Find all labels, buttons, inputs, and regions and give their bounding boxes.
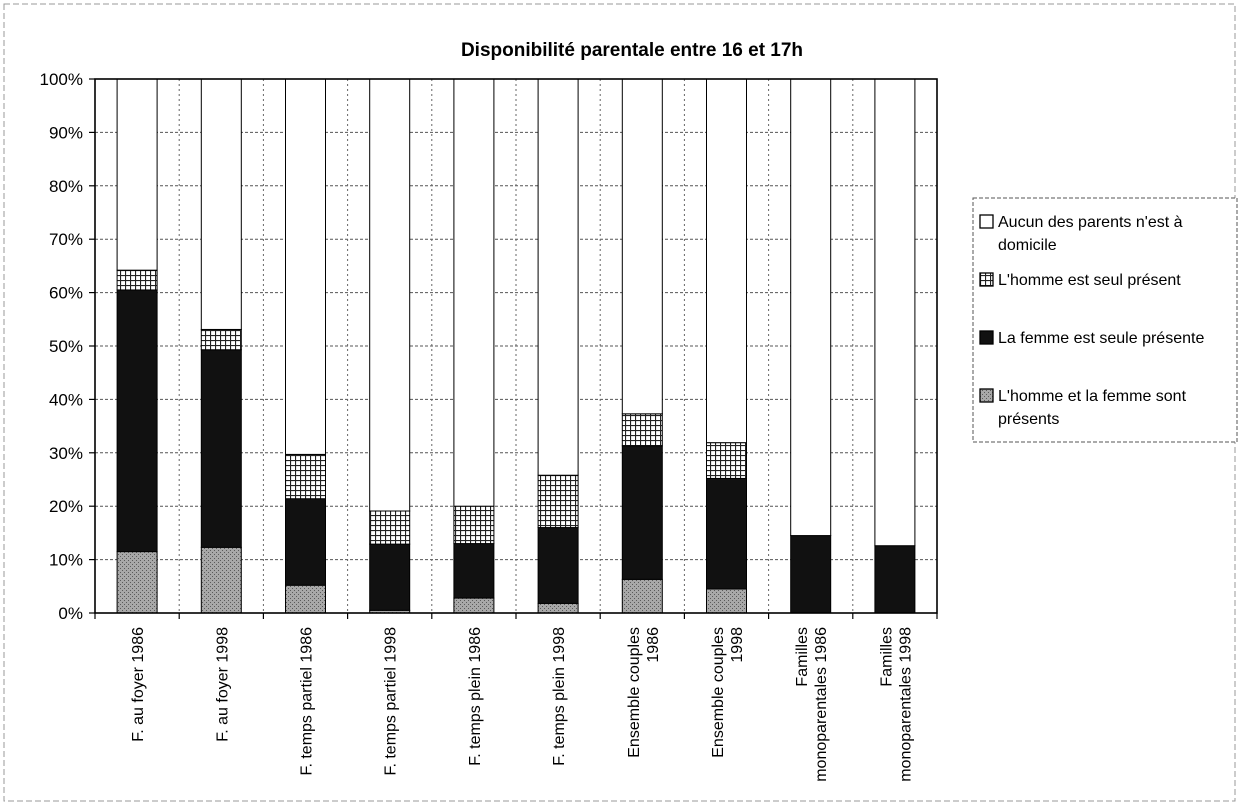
y-tick-label: 30% bbox=[49, 444, 83, 463]
x-tick-label: Familles monoparentales 1998 bbox=[878, 627, 914, 782]
bar-segment bbox=[706, 442, 747, 479]
legend-swatch bbox=[979, 388, 994, 403]
legend: Aucun des parents n'est à domicile L'homme… bbox=[972, 197, 1238, 443]
x-tick-label: F. temps partiel 1986 bbox=[299, 627, 316, 776]
x-tick-label-line: F. temps plein 1986 bbox=[467, 627, 484, 766]
bar-segment bbox=[200, 78, 242, 330]
bar-segment bbox=[453, 78, 495, 507]
chart-title: Disponibilité parentale entre 16 et 17h bbox=[461, 40, 803, 61]
bar-segment bbox=[621, 578, 663, 614]
x-tick-label-line: F. temps partiel 1998 bbox=[383, 627, 400, 776]
legend-label: L'homme est seul présent bbox=[998, 272, 1181, 289]
bar-segment bbox=[537, 474, 579, 529]
bar-segment bbox=[537, 78, 579, 476]
y-tick-label: 70% bbox=[49, 230, 83, 249]
bar-segment bbox=[369, 78, 411, 512]
x-tick-label-line: F. temps partiel 1986 bbox=[299, 627, 316, 776]
x-tick-label: F. au foyer 1998 bbox=[214, 627, 231, 742]
x-tick-label-line: F. au foyer 1998 bbox=[214, 627, 231, 742]
bar-segment bbox=[790, 78, 832, 537]
y-tick-label: 80% bbox=[49, 177, 83, 196]
x-tick-label-line: Ensemble couples bbox=[710, 627, 727, 758]
legend-label: présents bbox=[998, 411, 1059, 428]
legend-label: domicile bbox=[998, 237, 1057, 254]
x-tick-label: Familles monoparentales 1986 bbox=[794, 627, 830, 782]
bar-segment bbox=[706, 477, 747, 590]
legend-label: La femme est seule présente bbox=[998, 330, 1204, 347]
bar-segment bbox=[369, 510, 411, 545]
bar-segment bbox=[453, 505, 495, 545]
bar-segment bbox=[200, 546, 242, 614]
axes: 0% 10% 20% 30% 40% 50% 60% 70% 80% 90% 100% F. au f… bbox=[40, 70, 938, 782]
x-tick-label: F. temps plein 1986 bbox=[467, 627, 484, 766]
bar-segment bbox=[706, 78, 747, 444]
y-tick-label: 60% bbox=[49, 284, 83, 303]
x-tick-label-line: Ensemble couples bbox=[626, 627, 643, 758]
bar-segment bbox=[621, 445, 663, 580]
x-tick-label: Ensemble couples 1986 bbox=[626, 627, 662, 758]
bar-segment bbox=[285, 584, 326, 614]
bar-segment bbox=[369, 543, 411, 611]
legend-swatch bbox=[979, 330, 994, 345]
bar-segment bbox=[200, 349, 242, 548]
y-tick-label: 20% bbox=[49, 497, 83, 516]
bar-segment bbox=[706, 588, 747, 614]
bar-segment bbox=[285, 453, 326, 500]
x-tick-label: F. temps partiel 1998 bbox=[383, 627, 400, 776]
bar-segment bbox=[874, 78, 916, 547]
x-tick-label: F. temps plein 1998 bbox=[551, 627, 568, 766]
x-tick-label-line: F. temps plein 1998 bbox=[551, 627, 568, 766]
legend-swatch bbox=[979, 272, 994, 287]
bar-segment bbox=[200, 328, 242, 351]
x-tick-label-line: Familles bbox=[878, 627, 895, 687]
bar-segment bbox=[116, 78, 158, 271]
x-tick-label: Ensemble couples 1998 bbox=[710, 627, 746, 758]
bar-segment bbox=[790, 535, 832, 614]
x-tick-label-line: 1986 bbox=[645, 627, 662, 663]
legend-swatch bbox=[979, 214, 994, 229]
bar-segment bbox=[453, 597, 495, 614]
x-tick-label-line: 1998 bbox=[729, 627, 746, 663]
y-tick-label: 90% bbox=[49, 123, 83, 142]
y-tick-label: 40% bbox=[49, 390, 83, 409]
bar-segment bbox=[537, 527, 579, 604]
x-tick-label-line: F. au foyer 1986 bbox=[130, 627, 147, 742]
bar-segment bbox=[116, 551, 158, 614]
y-tick-label: 10% bbox=[49, 551, 83, 570]
bar-segment bbox=[874, 545, 916, 614]
bar-segment bbox=[621, 413, 663, 447]
x-tick-label-line: monoparentales 1998 bbox=[897, 627, 914, 782]
bar-segment bbox=[285, 78, 326, 455]
y-tick-label: 100% bbox=[40, 70, 83, 89]
bar-segment bbox=[537, 602, 579, 614]
legend-label: Aucun des parents n'est à bbox=[998, 214, 1183, 231]
bar-segment bbox=[621, 78, 663, 415]
bar-segment bbox=[116, 269, 158, 291]
legend-label: L'homme et la femme sont bbox=[998, 388, 1187, 405]
bar-segment bbox=[453, 543, 495, 599]
bar-segment bbox=[285, 498, 326, 586]
x-tick-label-line: monoparentales 1986 bbox=[813, 627, 830, 782]
bar-segment bbox=[116, 289, 158, 553]
legend-box bbox=[972, 197, 1238, 443]
y-tick-label: 0% bbox=[58, 604, 83, 623]
y-tick-label: 50% bbox=[49, 337, 83, 356]
x-tick-label: F. au foyer 1986 bbox=[130, 627, 147, 742]
bars bbox=[116, 78, 916, 614]
x-tick-label-line: Familles bbox=[794, 627, 811, 687]
